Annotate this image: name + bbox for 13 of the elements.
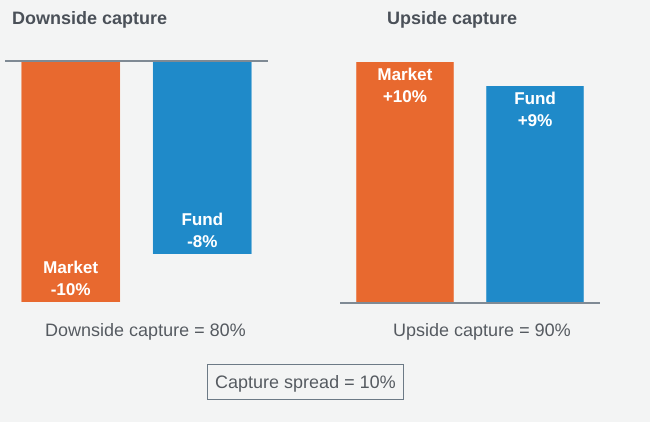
chart-title: Downside capture bbox=[12, 8, 168, 28]
text: Downside capture = 80% bbox=[45, 320, 246, 340]
series-label: Market bbox=[43, 258, 98, 277]
series-label: Fund bbox=[514, 89, 556, 108]
data-label: +9% bbox=[518, 111, 552, 130]
chart-title: Upside capture bbox=[387, 8, 518, 28]
series-label: Fund bbox=[181, 210, 224, 229]
text: Upside capture = 90% bbox=[393, 320, 571, 340]
series-label: Market bbox=[377, 65, 433, 84]
text: Capture spread = 10% bbox=[215, 372, 396, 392]
data-label: -10% bbox=[50, 280, 90, 299]
data-label: +10% bbox=[382, 87, 427, 106]
data-label: -8% bbox=[187, 232, 218, 251]
